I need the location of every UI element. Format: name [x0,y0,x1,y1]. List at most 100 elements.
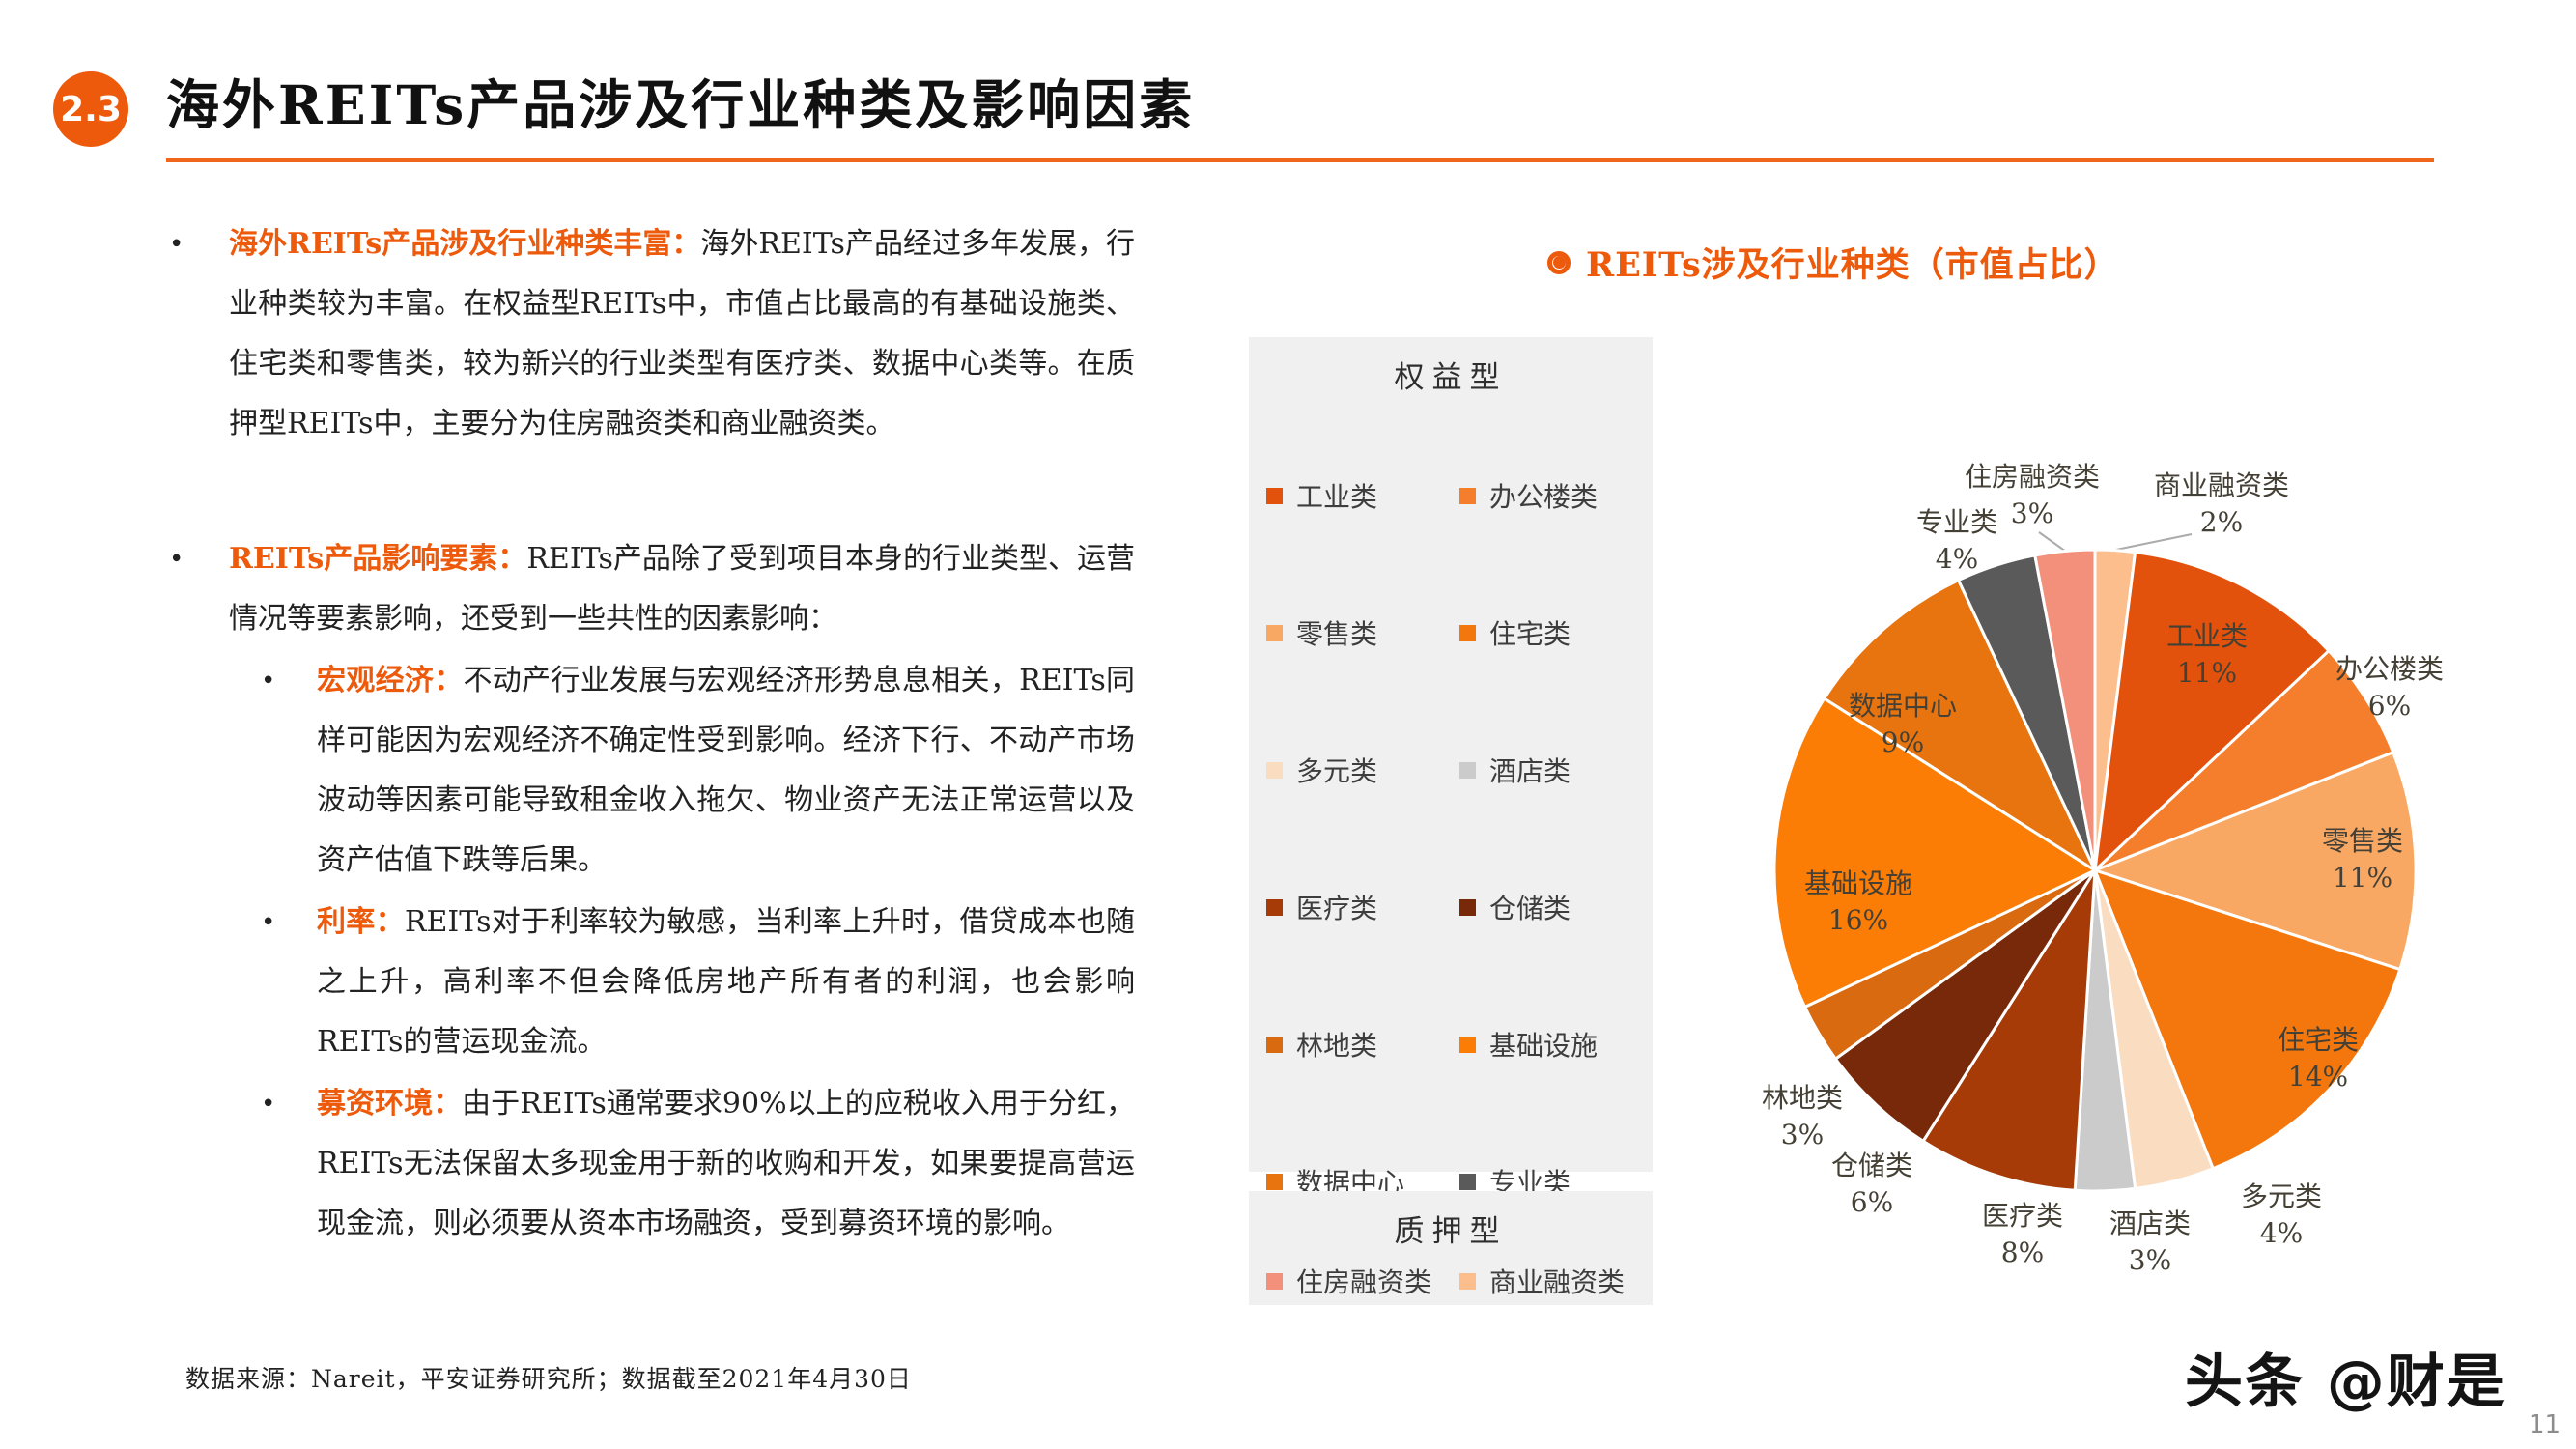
sub-bullet-fundraising-environment: 募资环境：由于REITs通常要求90%以上的应税收入用于分红，REITs无法保留… [261,1074,1135,1254]
sub-bullet-list: 宏观经济：不动产行业发展与宏观经济形势息息相关，REITs同样可能因为宏观经济不… [261,651,1135,1254]
pie-label-value: 8% [2000,1236,2045,1268]
pie-label-value: 11% [2332,862,2393,894]
legend-swatch [1459,1272,1476,1290]
legend-swatch [1266,1272,1283,1290]
pie-label-name: 基础设施 [1803,867,1913,899]
pie-label-value: 4% [2259,1217,2304,1249]
pie-label-7: 医疗类 8% [1982,1198,2063,1271]
legend-item-8: 仓储类 [1459,888,1653,926]
pie-label-name: 多元类 [2240,1180,2323,1212]
sub-bullet-paragraph: 募资环境：由于REITs通常要求90%以上的应税收入用于分红，REITs无法保留… [317,1074,1135,1254]
pie-label-name: 住宅类 [2277,1024,2360,1056]
legend-label: 仓储类 [1489,893,1571,924]
bullet-lead: REITs产品影响要素： [229,542,527,576]
pie-label-value: 4% [1935,543,1979,575]
pie-label-8: 仓储类 6% [1831,1148,1912,1221]
equity-legend-header: 权益型 [1394,360,1508,395]
bullet-lead: 海外REITs产品涉及行业种类丰富： [229,227,701,261]
legend-swatch [1459,1173,1476,1190]
equity-legend-box: 权益型 工业类 办公楼类 零售类 住宅类 多元类 酒店类 医疗类 仓储类 林地类 基础设施 数据中心… [1249,337,1653,1199]
bullet-marker [261,651,317,891]
pie-label-12: 专业类 4% [1916,504,1997,578]
legend-label: 基础设施 [1489,1030,1599,1062]
pie-label-2: 办公楼类 6% [2335,651,2444,724]
legend-label: 住房融资类 [1296,1266,1432,1298]
pie-label-name: 工业类 [2166,620,2249,652]
pie-label-name: 住房融资类 [1964,461,2101,493]
pie-label-name: 数据中心 [1848,690,1958,722]
chart-title: REITs涉及行业种类（市值占比） [1547,238,2119,287]
legend-label: 办公楼类 [1489,481,1599,513]
pie-label-value: 14% [2287,1061,2349,1093]
pie-label-4: 住宅类 14% [2278,1022,2359,1095]
legend-label: 医疗类 [1296,893,1378,924]
leader-line-housing-finance [2038,531,2067,553]
mortgage-legend-grid: 住房融资类 商业融资类 [1249,1254,1653,1308]
pie-slice-8 [1833,868,2097,1143]
pie-label-11: 数据中心 9% [1849,688,1957,761]
pie-slice-11 [1823,579,2097,872]
legend-label: 商业融资类 [1489,1266,1626,1298]
pie-label-value: 2% [2199,506,2244,538]
legend-swatch [1266,624,1283,641]
sub-bullet-body: 不动产行业发展与宏观经济形势息息相关，REITs同样可能因为宏观经济不确定性受到… [317,664,1136,877]
legend-item-9: 林地类 [1266,1025,1459,1064]
pie-label-6: 酒店类 3% [2109,1206,2191,1279]
legend-item-2: 办公楼类 [1459,476,1653,515]
watermark-logo: 头条 @财是 [2185,1349,2506,1416]
pie-chart [1772,531,2418,1193]
sub-bullet-macro-economy: 宏观经济：不动产行业发展与宏观经济形势息息相关，REITs同样可能因为宏观经济不… [261,651,1135,891]
legend-label: 多元类 [1296,755,1378,787]
bullseye-icon [1547,250,1571,274]
pie-label-value: 3% [2010,497,2054,529]
pie-slice-13 [2033,548,2097,872]
legend-swatch [1459,487,1476,504]
page-title: 海外REITs产品涉及行业种类及影响因素 [166,73,1196,136]
pie-slice-3 [2093,751,2418,972]
pie-slice-4 [2093,868,2402,1171]
mortgage-legend-box: 质押型 住房融资类 商业融资类 [1249,1191,1653,1305]
legend-item-4: 住宅类 [1459,613,1653,652]
bullet-marker [169,214,229,454]
pie-label-name: 办公楼类 [2335,653,2445,685]
data-source-note: 数据来源：Nareit，平安证券研究所；数据截至2021年4月30日 [185,1365,912,1393]
pie-label-13: 住房融资类 3% [1965,459,2100,532]
pie-slice-2 [2093,649,2395,872]
pie-label-name: 专业类 [1915,506,1998,538]
pie-label-name: 商业融资类 [2153,469,2290,501]
pie-label-value: 6% [2367,690,2412,722]
pie-label-value: 3% [2128,1244,2172,1276]
bullet-marker [261,1074,317,1254]
page-number: 11 [2529,1410,2562,1439]
sub-bullet-paragraph: 宏观经济：不动产行业发展与宏观经济形势息息相关，REITs同样可能因为宏观经济不… [317,651,1135,891]
pie-slice-7 [1921,868,2097,1192]
text-panel: 海外REITs产品涉及行业种类丰富：海外REITs产品经过多年发展，行业种类较为… [169,214,1135,1254]
legend-label: 住宅类 [1489,618,1571,650]
bullet-influencing-factors: REITs产品影响要素：REITs产品除了受到项目本身的行业类型、运营情况等要素… [169,529,1135,649]
sub-bullet-lead: 利率： [317,905,405,939]
legend-label: 林地类 [1296,1030,1378,1062]
legend-item-6: 酒店类 [1459,751,1653,789]
pie-slice-10 [1772,696,2097,1009]
legend-item-0: 商业融资类 [1459,1262,1653,1300]
equity-legend-grid: 工业类 办公楼类 零售类 住宅类 多元类 酒店类 医疗类 仓储类 林地类 基础设施 数据中心 专业类 [1249,427,1653,1250]
pie-label-name: 仓储类 [1830,1150,1913,1181]
pie-label-name: 零售类 [2321,825,2404,857]
sub-bullet-lead: 募资环境： [317,1087,463,1121]
legend-swatch [1266,898,1283,916]
bullet-marker [169,529,229,649]
chart-title-text: REITs涉及行业种类（市值占比） [1586,245,2119,285]
pie-label-9: 林地类 3% [1762,1080,1843,1153]
legend-label: 零售类 [1296,618,1378,650]
bullet-industry-variety: 海外REITs产品涉及行业种类丰富：海外REITs产品经过多年发展，行业种类较为… [169,214,1135,454]
pie-label-value: 3% [1780,1119,1825,1151]
legend-item-5: 多元类 [1266,751,1459,789]
bullet-paragraph: 海外REITs产品涉及行业种类丰富：海外REITs产品经过多年发展，行业种类较为… [229,214,1135,454]
pie-label-3: 零售类 11% [2322,823,2403,896]
legend-label: 工业类 [1296,481,1378,513]
mortgage-legend-header: 质押型 [1394,1214,1508,1249]
pie-label-name: 医疗类 [1981,1200,2064,1232]
bullseye-dot [1552,256,1566,269]
leader-line-commercial-finance [2115,533,2193,551]
